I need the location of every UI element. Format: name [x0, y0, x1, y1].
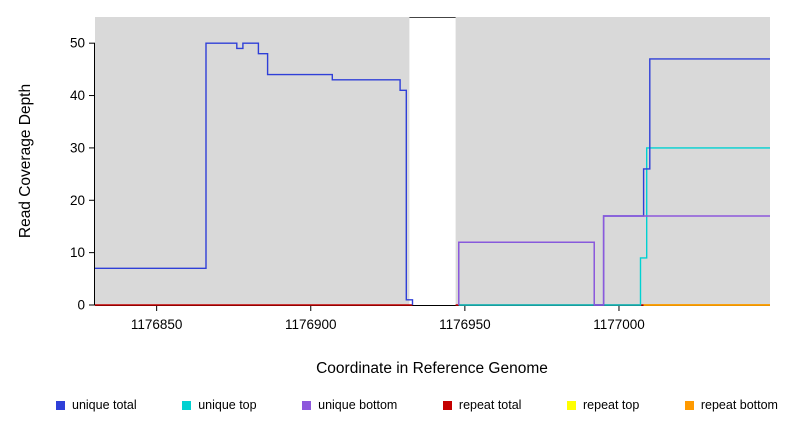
legend-label-repeat-top: repeat top	[583, 398, 640, 412]
x-tick-label: 1176950	[439, 317, 491, 332]
legend-swatch-unique-bottom	[302, 400, 312, 410]
legend-swatch-repeat-bottom	[684, 400, 694, 410]
legend-item-repeat-bottom: repeat bottom	[684, 398, 778, 412]
legend-label-unique-bottom: unique bottom	[318, 398, 398, 412]
legend-swatch-unique-total	[56, 400, 65, 410]
legend-item-repeat-top: repeat top	[567, 398, 639, 412]
coverage-gap	[409, 17, 456, 305]
legend-swatch-repeat-top	[567, 400, 576, 410]
legend-label-repeat-total: repeat total	[458, 398, 522, 412]
y-tick-label: 40	[70, 88, 85, 103]
legend-label-unique-top: unique top	[198, 398, 257, 412]
legend-item-repeat-total: repeat total	[442, 398, 522, 412]
series-unique-top	[458, 147, 770, 306]
x-tick-label: 1176900	[285, 317, 337, 332]
legend-item-unique-top: unique top	[182, 398, 257, 412]
legend-label-repeat-bottom: repeat bottom	[700, 398, 778, 412]
y-axis-title: Read Coverage Depth	[17, 84, 34, 238]
series-unique-bottom	[458, 215, 770, 306]
legend-item-unique-total: unique total	[56, 398, 137, 412]
x-tick-label: 1176850	[131, 317, 183, 332]
legend-label-unique-total: unique total	[72, 398, 137, 412]
y-tick-label: 0	[77, 298, 85, 313]
legend-swatch-unique-top	[182, 400, 192, 410]
y-tick-label: 30	[70, 140, 85, 155]
x-axis-title: Coordinate in Reference Genome	[316, 360, 548, 377]
legend: unique total unique top unique bottom repea…	[0, 398, 792, 412]
legend-swatch-repeat-total	[442, 400, 452, 410]
y-tick-label: 20	[70, 193, 85, 208]
legend-item-unique-bottom: unique bottom	[302, 398, 397, 412]
series-unique-total	[95, 42, 414, 305]
x-tick-label: 1177000	[593, 317, 645, 332]
y-tick-label: 50	[70, 36, 85, 51]
y-tick-label: 10	[70, 245, 85, 260]
